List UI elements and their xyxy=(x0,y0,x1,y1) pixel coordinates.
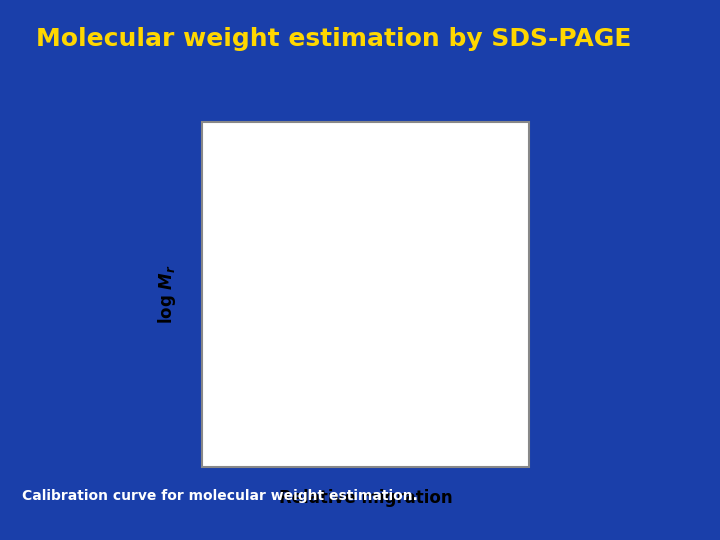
Point xyxy=(249,167,261,176)
Point xyxy=(336,284,348,292)
Point xyxy=(310,251,322,260)
Point xyxy=(441,394,453,402)
Point xyxy=(397,348,409,357)
Point xyxy=(284,219,295,227)
Text: Unknown
protein: Unknown protein xyxy=(374,207,472,305)
Text: Molecular weight estimation by SDS-PAGE: Molecular weight estimation by SDS-PAGE xyxy=(36,27,631,51)
Point xyxy=(366,316,377,325)
Text: log $\bfit{M}_r$: log $\bfit{M}_r$ xyxy=(156,265,178,324)
Text: Relative migration: Relative migration xyxy=(279,489,452,507)
Point xyxy=(266,193,278,201)
Text: Calibration curve for molecular weight estimation.: Calibration curve for molecular weight e… xyxy=(22,489,418,503)
